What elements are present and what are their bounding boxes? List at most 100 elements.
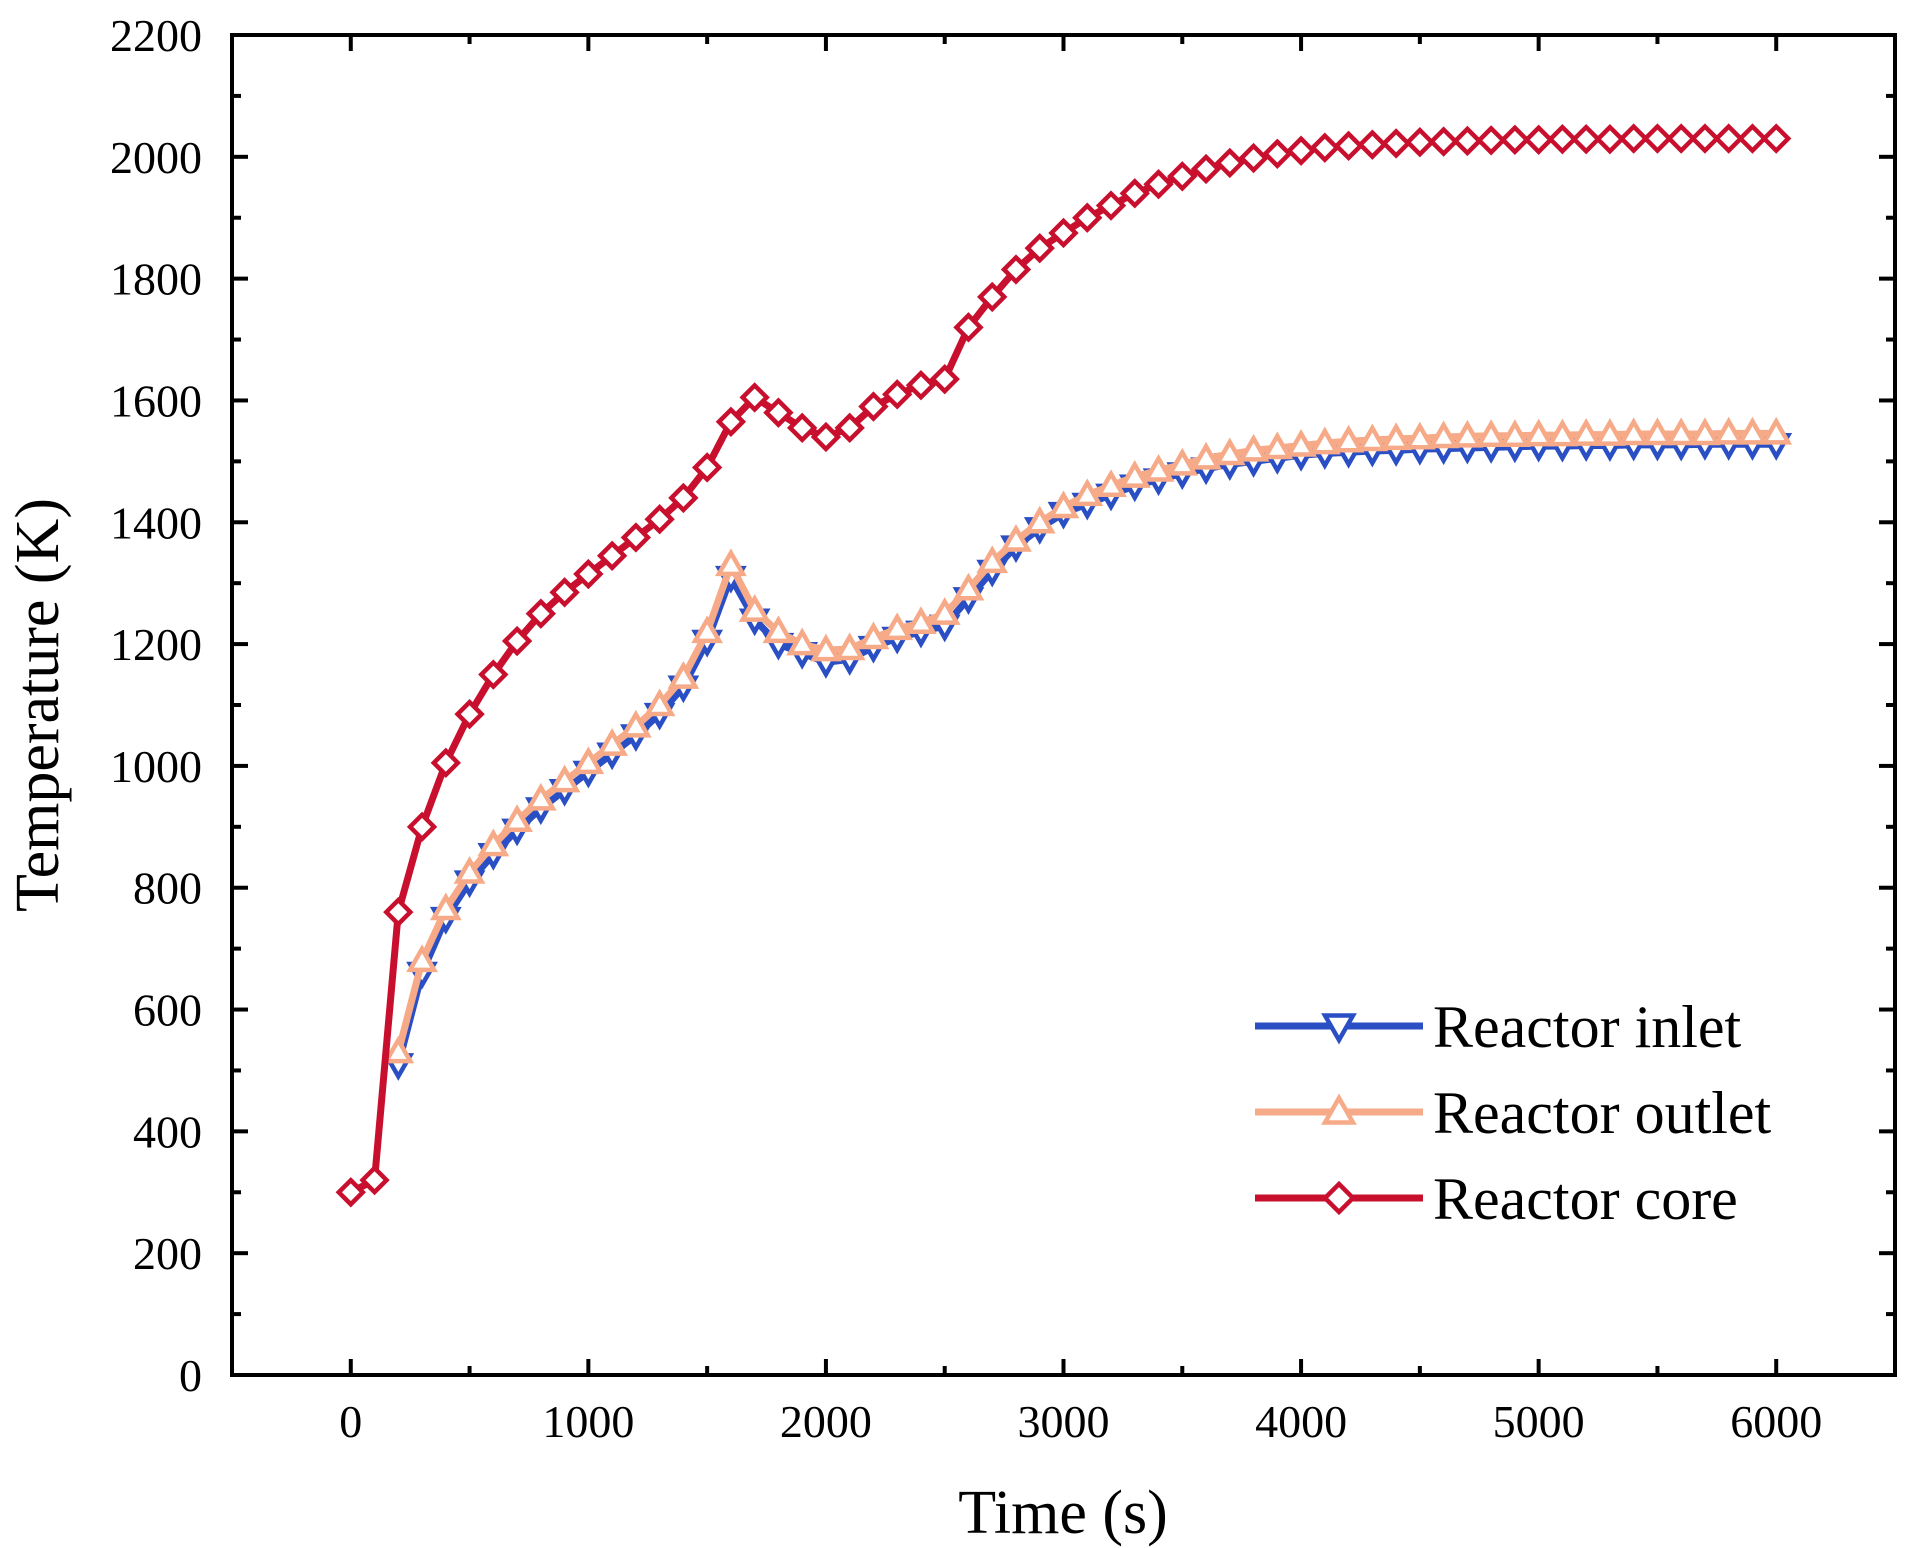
data-point-reactor-core bbox=[501, 625, 533, 657]
data-point-reactor-core bbox=[596, 540, 628, 571]
data-point-reactor-core bbox=[644, 504, 675, 535]
data-point-reactor-outlet bbox=[596, 728, 628, 756]
data-point-reactor-outlet bbox=[1023, 505, 1056, 534]
data-point-reactor-core bbox=[929, 363, 960, 395]
data-point-reactor-outlet bbox=[1308, 426, 1341, 455]
legend-swatch-marker bbox=[1321, 1180, 1357, 1216]
data-point-reactor-core bbox=[1000, 254, 1032, 285]
legend-label: Reactor inlet bbox=[1433, 994, 1742, 1060]
data-point-reactor-outlet bbox=[501, 804, 533, 832]
data-point-reactor-core bbox=[1618, 123, 1649, 154]
data-point-reactor-core bbox=[668, 482, 699, 514]
data-point-reactor-core bbox=[1024, 232, 1055, 264]
data-point-reactor-outlet bbox=[715, 548, 747, 577]
data-point-reactor-outlet bbox=[786, 627, 819, 656]
data-point-reactor-core bbox=[1380, 128, 1412, 159]
y-tick-label: 1000 bbox=[110, 741, 202, 792]
data-point-reactor-core bbox=[691, 452, 723, 483]
x-tick-label: 5000 bbox=[1493, 1396, 1585, 1447]
data-point-reactor-core bbox=[1167, 161, 1198, 192]
data-point-reactor-core bbox=[1048, 217, 1079, 249]
data-point-reactor-outlet bbox=[1641, 417, 1674, 446]
y-tick-label: 1800 bbox=[110, 254, 202, 305]
y-tick-label: 1600 bbox=[110, 375, 202, 426]
data-point-reactor-outlet bbox=[477, 828, 510, 857]
data-point-reactor-outlet bbox=[1594, 418, 1626, 446]
data-point-reactor-core bbox=[1095, 190, 1127, 221]
data-point-reactor-core bbox=[1666, 123, 1697, 154]
data-point-reactor-core bbox=[1523, 124, 1554, 155]
y-tick-label: 1200 bbox=[110, 619, 202, 670]
data-point-reactor-outlet bbox=[1689, 417, 1721, 446]
y-tick-label: 800 bbox=[133, 863, 202, 914]
data-point-reactor-outlet bbox=[1403, 421, 1436, 450]
data-point-reactor-outlet bbox=[1142, 453, 1175, 482]
data-point-reactor-core bbox=[1214, 147, 1245, 179]
data-point-reactor-core bbox=[1452, 125, 1483, 157]
data-point-reactor-outlet bbox=[1499, 419, 1531, 448]
data-point-reactor-core bbox=[383, 896, 414, 928]
data-point-reactor-outlet bbox=[1190, 441, 1222, 470]
y-tick-label: 2000 bbox=[110, 132, 202, 183]
data-point-reactor-core bbox=[549, 577, 580, 608]
data-point-reactor-outlet bbox=[382, 1035, 415, 1064]
data-point-reactor-outlet bbox=[976, 545, 1009, 574]
series-layer bbox=[335, 123, 1793, 1208]
data-point-reactor-core bbox=[763, 397, 794, 428]
data-point-reactor-outlet bbox=[1712, 416, 1745, 445]
y-tick-label: 600 bbox=[133, 985, 202, 1036]
y-tick-label: 200 bbox=[133, 1228, 202, 1279]
data-point-reactor-core bbox=[739, 382, 770, 413]
series-reactor-outlet bbox=[382, 416, 1793, 1064]
x-tick-label: 2000 bbox=[780, 1396, 872, 1447]
data-point-reactor-core bbox=[1072, 202, 1103, 233]
data-point-reactor-outlet bbox=[738, 594, 771, 622]
data-point-reactor-outlet bbox=[1047, 490, 1080, 519]
data-point-reactor-core bbox=[1737, 123, 1768, 154]
data-point-reactor-core bbox=[1570, 123, 1602, 155]
data-point-reactor-outlet bbox=[1237, 433, 1270, 462]
data-point-reactor-core bbox=[1285, 135, 1317, 166]
data-point-reactor-core bbox=[858, 391, 889, 422]
data-point-reactor-outlet bbox=[881, 612, 914, 641]
data-point-reactor-core bbox=[478, 659, 509, 690]
x-tick-label: 0 bbox=[339, 1396, 362, 1447]
data-point-reactor-core bbox=[1404, 127, 1436, 158]
data-point-reactor-core bbox=[1689, 123, 1721, 154]
data-point-reactor-core bbox=[977, 281, 1008, 313]
data-point-reactor-outlet bbox=[429, 892, 462, 921]
data-point-reactor-outlet bbox=[406, 944, 438, 973]
data-point-reactor-outlet bbox=[1475, 419, 1508, 448]
data-point-reactor-core bbox=[454, 698, 485, 730]
data-point-reactor-outlet bbox=[1665, 417, 1698, 446]
data-point-reactor-core bbox=[1238, 142, 1269, 174]
data-point-reactor-outlet bbox=[453, 855, 486, 884]
data-point-reactor-core bbox=[430, 747, 461, 779]
data-point-reactor-core bbox=[1428, 126, 1459, 157]
data-point-reactor-core bbox=[1642, 123, 1673, 154]
data-point-reactor-core bbox=[1143, 169, 1174, 200]
data-point-reactor-core bbox=[1594, 123, 1626, 155]
legend-entry-reactor-core: Reactor core bbox=[1255, 1166, 1738, 1232]
legend: Reactor inlet Reactor outlet Reactor core bbox=[1255, 994, 1772, 1232]
data-point-reactor-outlet bbox=[667, 661, 700, 689]
data-point-reactor-core bbox=[834, 412, 865, 444]
data-point-reactor-outlet bbox=[1522, 418, 1555, 447]
data-point-reactor-outlet bbox=[1213, 437, 1246, 466]
data-point-reactor-core bbox=[573, 558, 604, 590]
data-point-reactor-core bbox=[1262, 138, 1293, 169]
data-point-reactor-outlet bbox=[1261, 431, 1294, 460]
data-point-reactor-outlet bbox=[1617, 417, 1650, 446]
data-point-reactor-core bbox=[786, 412, 818, 444]
data-point-reactor-core bbox=[953, 312, 984, 343]
y-tick-label: 400 bbox=[133, 1106, 202, 1157]
data-point-reactor-core bbox=[1333, 130, 1364, 162]
data-point-reactor-core bbox=[335, 1177, 366, 1208]
data-point-reactor-outlet bbox=[1760, 416, 1793, 445]
data-point-reactor-outlet bbox=[572, 746, 605, 775]
data-point-reactor-outlet bbox=[1451, 419, 1484, 448]
data-point-reactor-outlet bbox=[691, 615, 724, 644]
data-point-reactor-outlet bbox=[1285, 428, 1317, 457]
data-point-reactor-core bbox=[1309, 132, 1341, 163]
